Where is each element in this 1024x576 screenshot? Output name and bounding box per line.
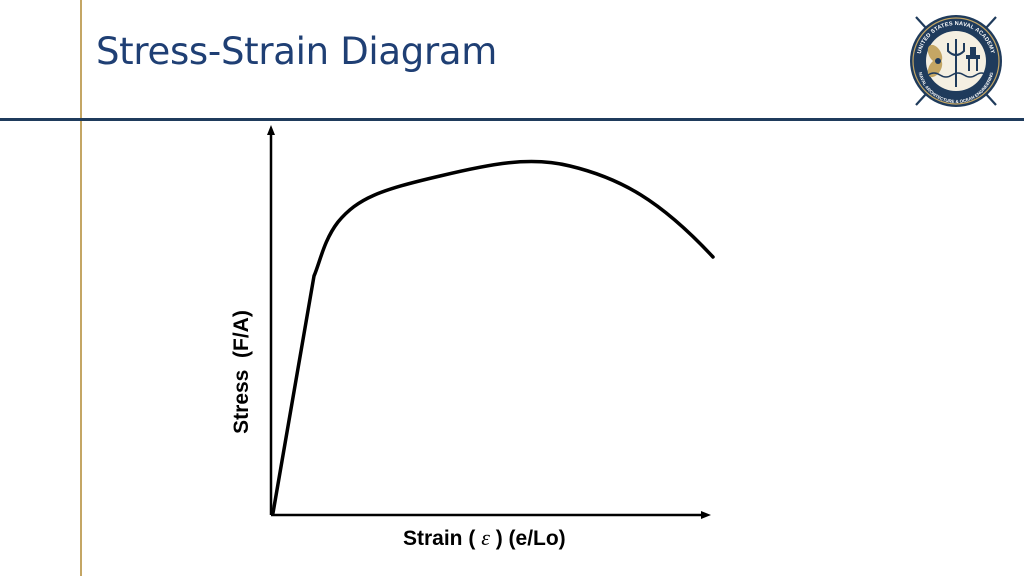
stress-strain-curve [271,159,715,515]
x-axis-label-prefix: Strain ( [403,527,482,550]
propeller-icon [927,44,943,78]
naval-academy-seal-icon: UNITED STATES NAVAL ACADEMY NAVAL ARCHIT… [910,15,1002,107]
trident-icon [947,39,965,87]
gold-vertical-rule [80,0,82,576]
platform-icon [966,47,980,71]
strain-symbol: ε [481,525,490,550]
navy-horizontal-rule [0,118,1024,121]
seal-ring-border [912,17,1000,105]
x-axis-label-suffix: ) (e/Lo) [489,527,566,550]
slide-title: Stress-Strain Diagram [96,30,497,73]
y-axis-label: Stress (F/A) [230,310,253,434]
x-axis-label: Strain ( ε ) (e/Lo) [403,525,566,551]
waves-icon [927,72,987,78]
